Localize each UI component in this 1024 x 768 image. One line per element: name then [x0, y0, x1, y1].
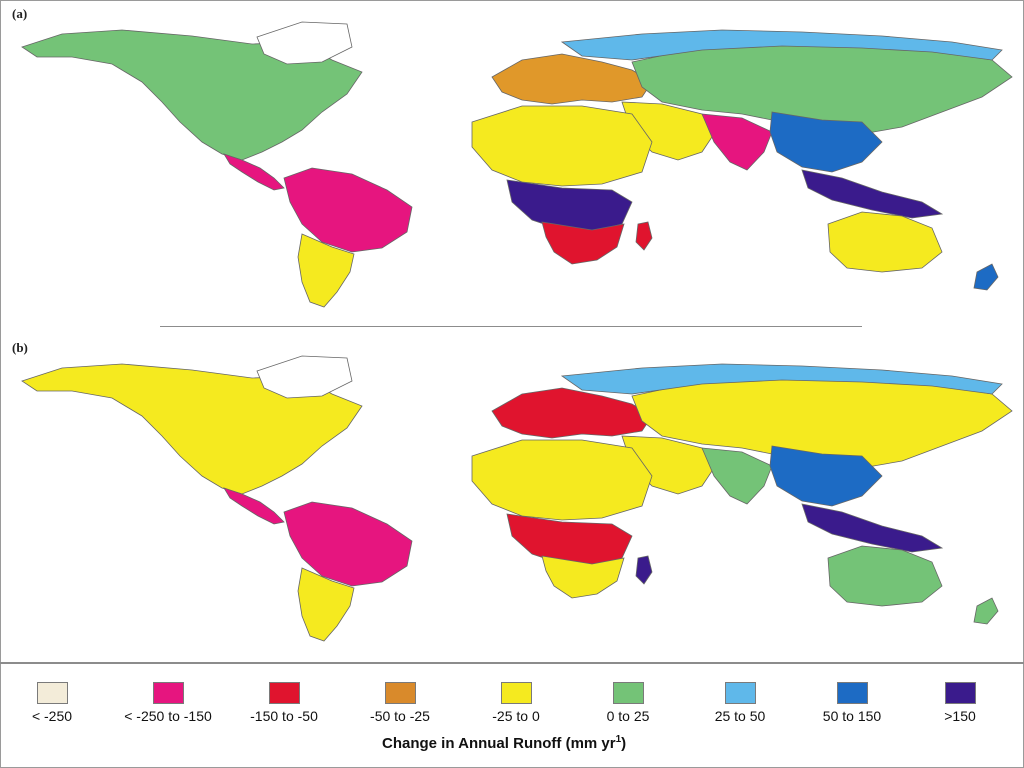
panel-divider: [160, 326, 862, 327]
region-south-america-south: [297, 233, 355, 308]
region-central-africa: [506, 513, 633, 567]
region-central-africa: [506, 179, 633, 233]
legend-label: -25 to 0: [492, 708, 540, 724]
region-india: [701, 113, 773, 171]
legend-swatch: [153, 682, 184, 704]
region-europe: [491, 387, 653, 439]
region-east-asia: [769, 445, 883, 507]
region-australia: [827, 545, 943, 607]
region-southeast-asia: [801, 503, 944, 553]
region-madagascar: [635, 221, 653, 251]
map-panel-a: (a): [2, 2, 1020, 320]
legend-title: Change in Annual Runoff (mm yr1): [382, 734, 626, 752]
region-madagascar: [635, 555, 653, 585]
region-north-africa: [471, 105, 653, 187]
legend-divider: [0, 662, 1024, 664]
region-australia: [827, 211, 943, 273]
region-north-america: [21, 363, 363, 495]
legend-swatch: [385, 682, 416, 704]
legend-swatch: [725, 682, 756, 704]
world-map-b: [21, 355, 1013, 642]
region-siberia: [560, 363, 1003, 395]
region-central-america: [223, 153, 285, 191]
legend-label: 25 to 50: [714, 708, 766, 724]
legend-swatch: [945, 682, 976, 704]
region-india: [701, 447, 773, 505]
legend-title-end: ): [621, 735, 627, 752]
region-greenland: [256, 21, 353, 65]
legend-swatch: [269, 682, 300, 704]
region-south-america-north: [283, 167, 413, 253]
color-legend: < -250 < -250 to -150 -150 to -50 -50 to -2…: [0, 664, 1024, 768]
legend-swatch: [837, 682, 868, 704]
legend-label: -150 to -50: [250, 708, 318, 724]
region-southern-africa: [541, 221, 625, 265]
map-panel-b: (b): [2, 336, 1020, 658]
region-north-america: [21, 29, 363, 161]
legend-label: >150: [944, 708, 976, 724]
region-greenland: [256, 355, 353, 399]
region-north-africa: [471, 439, 653, 521]
region-new-zealand: [973, 263, 999, 291]
region-east-asia: [769, 111, 883, 173]
region-siberia: [560, 29, 1003, 61]
legend-title-superscript: 1: [615, 734, 622, 745]
region-southeast-asia: [801, 169, 944, 219]
region-south-america-north: [283, 501, 413, 587]
legend-label: < -250: [31, 708, 73, 724]
legend-label: -50 to -25: [370, 708, 430, 724]
panel-label-b: (b): [12, 340, 28, 355]
region-europe: [491, 53, 653, 105]
legend-label: < -250 to -150: [124, 708, 212, 724]
world-map-a: [21, 21, 1013, 308]
legend-swatch: [613, 682, 644, 704]
region-central-america: [223, 487, 285, 525]
region-new-zealand: [973, 597, 999, 625]
legend-label: 50 to 150: [822, 708, 882, 724]
region-south-america-south: [297, 567, 355, 642]
legend-label: 0 to 25: [606, 708, 650, 724]
panel-label-a: (a): [12, 6, 28, 21]
region-southern-africa: [541, 555, 625, 599]
legend-swatch: [501, 682, 532, 704]
legend-swatch: [37, 682, 68, 704]
legend-title-text: Change in Annual Runoff (mm yr: [382, 735, 616, 752]
